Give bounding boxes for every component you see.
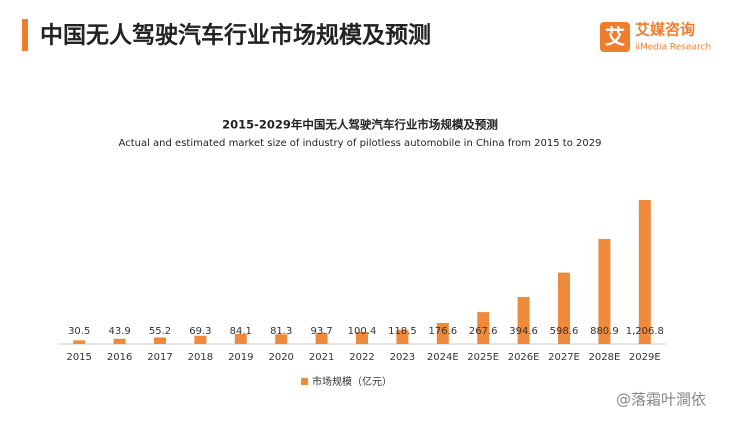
bar bbox=[194, 335, 207, 344]
value-label: 84.1 bbox=[230, 326, 252, 337]
x-tick-label: 2026E bbox=[508, 352, 540, 363]
bar bbox=[275, 334, 288, 344]
x-tick-label: 2022 bbox=[349, 352, 374, 363]
x-tick-label: 2027E bbox=[548, 352, 580, 363]
x-tick-label: 2025E bbox=[467, 352, 499, 363]
bar bbox=[638, 200, 651, 344]
title-accent bbox=[22, 19, 28, 51]
legend-swatch bbox=[301, 378, 308, 385]
x-tick-label: 2020 bbox=[268, 352, 293, 363]
value-label: 1,206.8 bbox=[626, 326, 664, 337]
watermark: @落霜叶澗依 bbox=[616, 391, 706, 409]
bar bbox=[315, 332, 328, 344]
chart-subtitle: Actual and estimated market size of indu… bbox=[119, 138, 602, 149]
bar bbox=[356, 332, 368, 344]
value-label: 30.5 bbox=[68, 326, 90, 337]
legend-label: 市场规模（亿元） bbox=[312, 375, 392, 388]
bar bbox=[113, 338, 126, 344]
bar bbox=[477, 312, 490, 344]
value-label: 81.3 bbox=[270, 326, 292, 337]
value-label: 69.3 bbox=[189, 326, 211, 337]
bar bbox=[598, 238, 611, 344]
chart-title: 2015-2029年中国无人驾驶汽车行业市场规模及预测 bbox=[222, 118, 498, 132]
x-tick-label: 2028E bbox=[589, 352, 621, 363]
value-label: 93.7 bbox=[310, 326, 332, 337]
page-title: 中国无人驾驶汽车行业市场规模及预测 bbox=[40, 22, 431, 49]
bar bbox=[558, 272, 570, 344]
value-label: 55.2 bbox=[149, 326, 171, 337]
x-tick-label: 2023 bbox=[390, 352, 415, 363]
logo-icon: 艾 bbox=[605, 25, 625, 49]
value-label: 118.5 bbox=[388, 326, 417, 337]
x-tick-label: 2029E bbox=[629, 352, 661, 363]
bar bbox=[517, 296, 530, 344]
x-tick-label: 2019 bbox=[228, 352, 253, 363]
x-tick-label: 2018 bbox=[188, 352, 213, 363]
value-label: 394.6 bbox=[509, 326, 538, 337]
logo-name: 艾媒咨询 bbox=[635, 21, 695, 39]
x-tick-label: 2024E bbox=[427, 352, 459, 363]
value-label: 176.6 bbox=[428, 326, 457, 337]
value-label: 100.4 bbox=[348, 326, 377, 337]
value-label: 43.9 bbox=[108, 326, 130, 337]
x-tick-label: 2015 bbox=[66, 352, 91, 363]
bar bbox=[234, 333, 247, 344]
x-tick-label: 2016 bbox=[107, 352, 132, 363]
bar bbox=[73, 340, 86, 344]
logo-box bbox=[600, 22, 630, 52]
bar bbox=[154, 337, 166, 344]
bar bbox=[396, 329, 409, 344]
value-label: 880.9 bbox=[590, 326, 619, 337]
value-label: 267.6 bbox=[469, 326, 498, 337]
logo-sub: iiMedia Research bbox=[635, 43, 711, 53]
x-tick-label: 2021 bbox=[309, 352, 334, 363]
x-tick-label: 2017 bbox=[147, 352, 172, 363]
value-label: 598.6 bbox=[550, 326, 579, 337]
bar bbox=[436, 322, 449, 344]
